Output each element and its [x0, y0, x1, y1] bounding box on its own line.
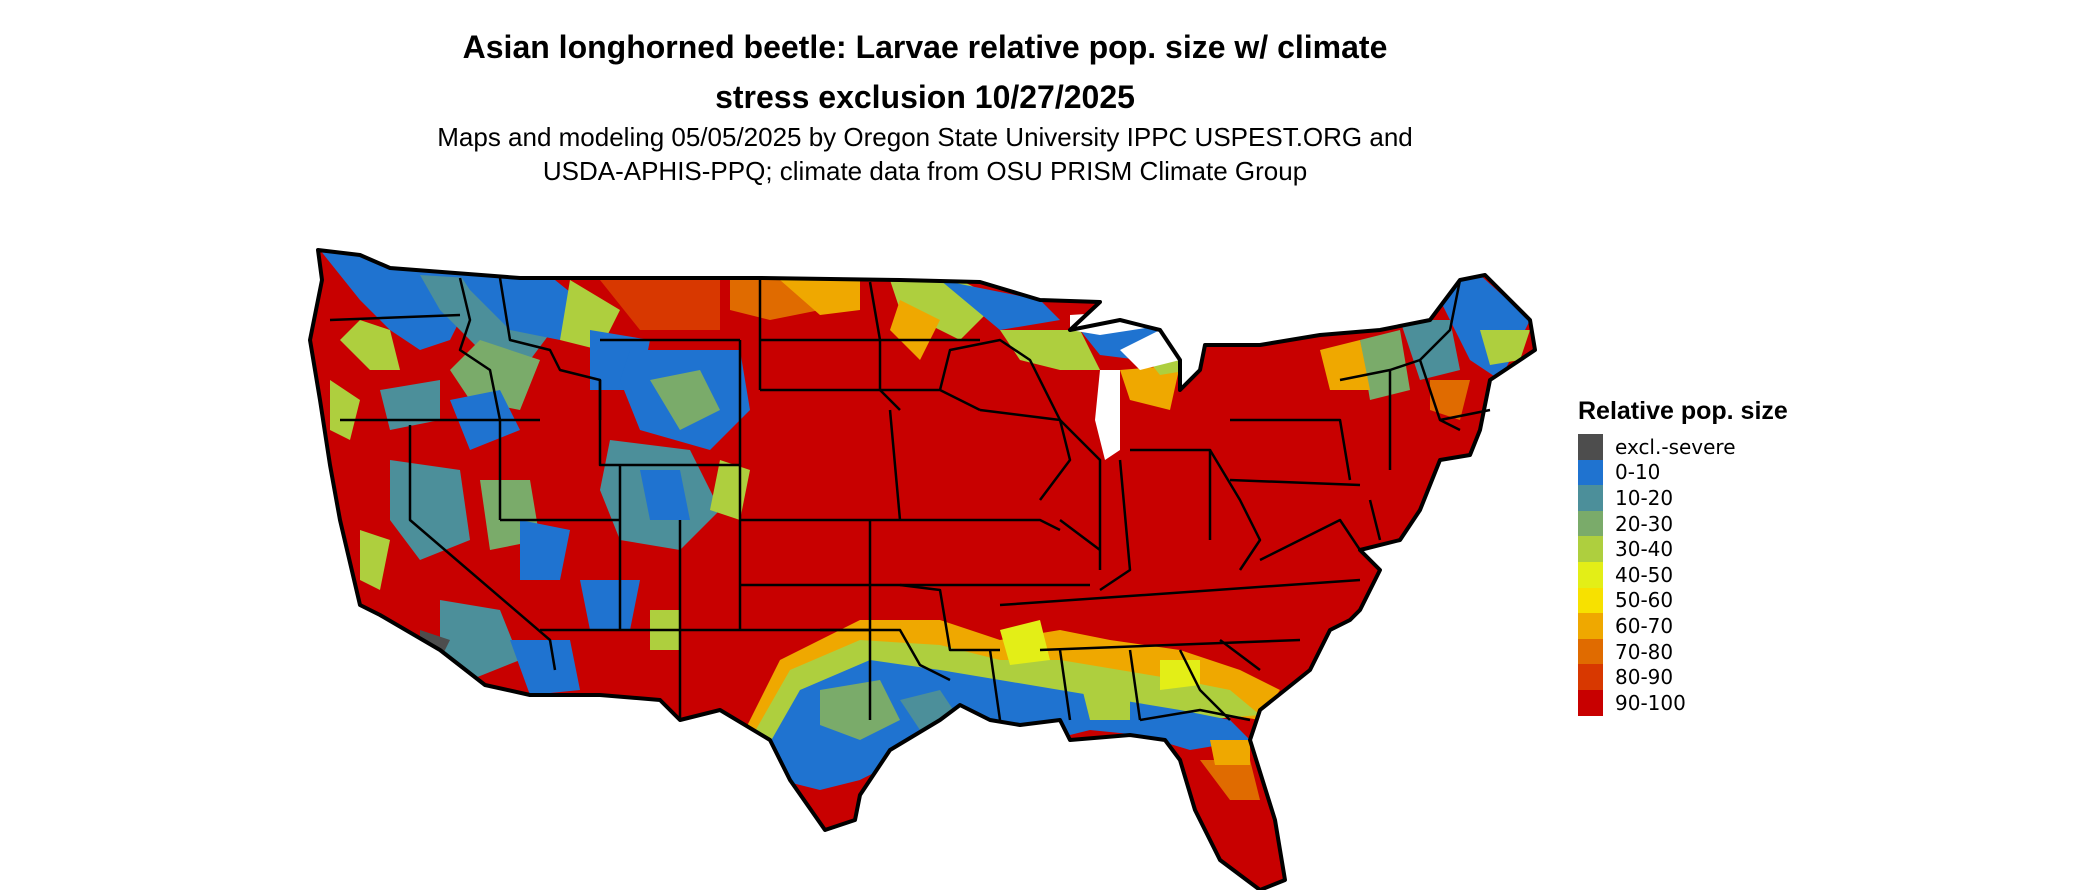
legend-item: excl.-severe: [1578, 434, 1788, 460]
legend-label: 60-70: [1615, 613, 1674, 638]
legend-items: excl.-severe 0-10 10-20 20-30 30-40 40-5…: [1578, 434, 1788, 716]
legend-swatch: [1578, 510, 1603, 537]
state-boundaries: [329, 277, 1491, 722]
legend-swatch: [1578, 536, 1603, 562]
legend: Relative pop. size excl.-severe 0-10 10-…: [1578, 396, 1788, 716]
legend-item: 0-10: [1578, 459, 1788, 486]
legend-item: 90-100: [1578, 689, 1788, 716]
legend-swatch: [1578, 638, 1603, 665]
legend-label: 30-40: [1615, 537, 1674, 562]
subtitle-line-1: Maps and modeling 05/05/2025 by Oregon S…: [437, 122, 1413, 152]
title-line-1: Asian longhorned beetle: Larvae relative…: [462, 29, 1388, 65]
legend-swatch: [1578, 587, 1603, 614]
conus-map: [308, 248, 1537, 890]
map-raster: [310, 250, 1535, 890]
legend-label: 70-80: [1615, 639, 1674, 664]
legend-swatch: [1578, 689, 1603, 716]
legend-label: 20-30: [1615, 511, 1674, 536]
legend-item: 20-30: [1578, 510, 1788, 537]
legend-label: 50-60: [1615, 588, 1674, 613]
legend-item: 40-50: [1578, 561, 1788, 588]
legend-swatch: [1578, 485, 1603, 511]
legend-item: 30-40: [1578, 536, 1788, 562]
legend-title: Relative pop. size: [1578, 397, 1788, 425]
map-title: Asian longhorned beetle: Larvae relative…: [360, 22, 1490, 122]
legend-item: 80-90: [1578, 664, 1788, 690]
legend-swatch: [1578, 561, 1603, 588]
legend-swatch: [1578, 664, 1603, 690]
legend-item: 10-20: [1578, 485, 1788, 511]
title-line-2: stress exclusion 10/27/2025: [715, 79, 1135, 115]
legend-item: 60-70: [1578, 613, 1788, 639]
legend-swatch: [1578, 434, 1603, 460]
legend-item: 50-60: [1578, 587, 1788, 614]
legend-swatch: [1578, 613, 1603, 639]
legend-label: 40-50: [1615, 562, 1674, 587]
legend-label: 10-20: [1615, 485, 1674, 510]
legend-label: 80-90: [1615, 665, 1674, 690]
subtitle-line-2: USDA-APHIS-PPQ; climate data from OSU PR…: [542, 156, 1308, 186]
legend-item: 70-80: [1578, 638, 1788, 665]
map-subtitle: Maps and modeling 05/05/2025 by Oregon S…: [360, 120, 1490, 188]
legend-label: 90-100: [1615, 690, 1686, 715]
legend-label: 0-10: [1615, 460, 1661, 485]
legend-label: excl.-severe: [1615, 434, 1736, 459]
legend-swatch: [1578, 459, 1603, 486]
